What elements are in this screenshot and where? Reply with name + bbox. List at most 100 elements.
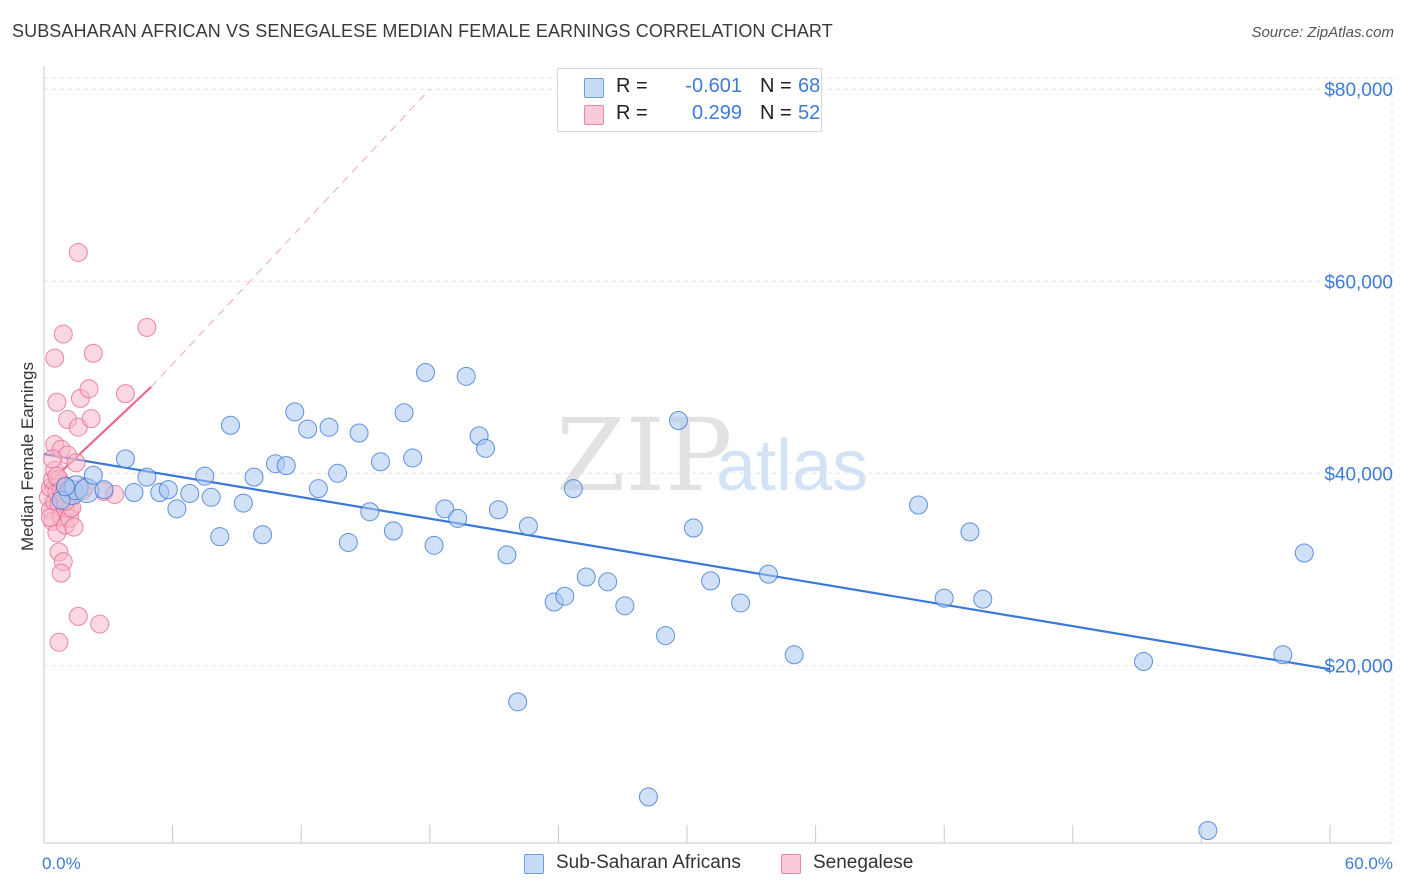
- point-senegalese: [51, 563, 71, 583]
- watermark-atlas: atlas: [716, 426, 868, 506]
- point-subsaharan: [424, 535, 444, 555]
- point-subsaharan: [701, 571, 721, 591]
- point-subsaharan: [244, 467, 264, 487]
- legend-n-label: N =: [760, 75, 792, 97]
- point-subsaharan: [615, 596, 635, 616]
- point-subsaharan: [94, 480, 114, 500]
- watermark-zip: ZIP: [556, 397, 732, 514]
- trend-extension-senegalese: [150, 88, 431, 388]
- point-senegalese: [47, 392, 67, 412]
- point-subsaharan: [167, 499, 187, 519]
- point-subsaharan: [563, 479, 583, 499]
- point-subsaharan: [448, 508, 468, 528]
- point-subsaharan: [349, 423, 369, 443]
- point-subsaharan: [285, 402, 305, 422]
- point-subsaharan: [403, 448, 423, 468]
- point-senegalese: [115, 384, 135, 404]
- point-subsaharan: [276, 456, 296, 476]
- point-senegalese: [81, 409, 101, 429]
- y-tick-label: $20,000: [1324, 656, 1393, 677]
- point-subsaharan: [201, 487, 221, 507]
- legend-n-label: N =: [760, 102, 792, 124]
- point-senegalese: [68, 242, 88, 262]
- point-subsaharan: [338, 532, 358, 552]
- point-subsaharan: [758, 564, 778, 584]
- point-subsaharan: [731, 593, 751, 613]
- legend-swatch-pink: [584, 105, 604, 125]
- bottom-legend-swatch-blue: [524, 854, 544, 874]
- legend-n-value: 52: [798, 102, 821, 124]
- point-subsaharan: [210, 527, 230, 547]
- point-subsaharan: [488, 500, 508, 520]
- point-subsaharan: [180, 483, 200, 503]
- point-subsaharan: [195, 466, 215, 486]
- legend-swatch-blue: [584, 78, 604, 98]
- legend-r-value: -0.601: [685, 75, 742, 97]
- point-subsaharan: [435, 499, 455, 519]
- watermark: ZIP atlas: [556, 397, 868, 514]
- point-subsaharan: [973, 589, 993, 609]
- point-senegalese: [64, 517, 84, 537]
- point-subsaharan: [1198, 821, 1218, 841]
- point-senegalese: [49, 632, 69, 652]
- point-subsaharan: [416, 362, 436, 382]
- point-senegalese: [90, 614, 110, 634]
- x-tick-label: 60.0%: [1345, 854, 1393, 873]
- y-axis-title: Median Female Earnings: [18, 362, 37, 551]
- point-senegalese: [137, 317, 157, 337]
- point-senegalese: [79, 379, 99, 399]
- point-subsaharan: [508, 692, 528, 712]
- point-subsaharan: [115, 449, 135, 469]
- point-subsaharan: [137, 467, 157, 487]
- point-subsaharan: [908, 495, 928, 515]
- point-subsaharan: [518, 516, 538, 536]
- legend-n-value: 68: [798, 75, 821, 97]
- point-subsaharan: [394, 403, 414, 423]
- point-subsaharan: [298, 419, 318, 439]
- legend-r-label: R =: [616, 102, 648, 124]
- point-senegalese: [45, 348, 65, 368]
- axis-labels: $20,000 $40,000 $60,000 $80,000 0.0% 60.0% Med…: [18, 80, 1393, 873]
- y-tick-label: $40,000: [1324, 464, 1393, 485]
- point-senegalese: [83, 343, 103, 363]
- legend-r-label: R =: [616, 75, 648, 97]
- point-senegalese: [68, 606, 88, 626]
- point-subsaharan: [656, 626, 676, 646]
- source-credit: Source: ZipAtlas.com: [1251, 24, 1394, 41]
- point-subsaharan: [124, 483, 144, 503]
- point-senegalese: [66, 453, 86, 473]
- point-subsaharan: [360, 502, 380, 522]
- point-senegalese: [40, 507, 60, 527]
- stats-legend: R = -0.601 N = 68 R = 0.299 N = 52: [557, 68, 822, 132]
- point-subsaharan: [668, 410, 688, 430]
- point-subsaharan: [55, 477, 75, 497]
- point-subsaharan: [1134, 652, 1154, 672]
- point-subsaharan: [319, 417, 339, 437]
- point-subsaharan: [220, 415, 240, 435]
- point-subsaharan: [576, 567, 596, 587]
- bottom-legend-label: Senegalese: [813, 852, 914, 873]
- point-subsaharan: [934, 588, 954, 608]
- point-subsaharan: [383, 521, 403, 541]
- point-subsaharan: [233, 493, 253, 513]
- point-subsaharan: [371, 452, 391, 472]
- point-subsaharan: [308, 479, 328, 499]
- point-subsaharan: [638, 787, 658, 807]
- trend-lines: [43, 88, 1331, 671]
- point-senegalese: [53, 324, 73, 344]
- trend-line-subsaharan: [43, 453, 1331, 671]
- point-subsaharan: [456, 366, 476, 386]
- point-senegalese: [43, 449, 63, 469]
- data-points: [38, 242, 1314, 841]
- point-subsaharan: [253, 525, 273, 545]
- point-subsaharan: [1294, 543, 1314, 563]
- point-subsaharan: [784, 645, 804, 665]
- x-tick-label: 0.0%: [42, 854, 81, 873]
- point-subsaharan: [83, 465, 103, 485]
- point-subsaharan: [555, 586, 575, 606]
- point-subsaharan: [158, 480, 178, 500]
- bottom-legend-label: Sub-Saharan Africans: [556, 852, 741, 873]
- point-subsaharan: [1273, 645, 1293, 665]
- point-subsaharan: [683, 518, 703, 538]
